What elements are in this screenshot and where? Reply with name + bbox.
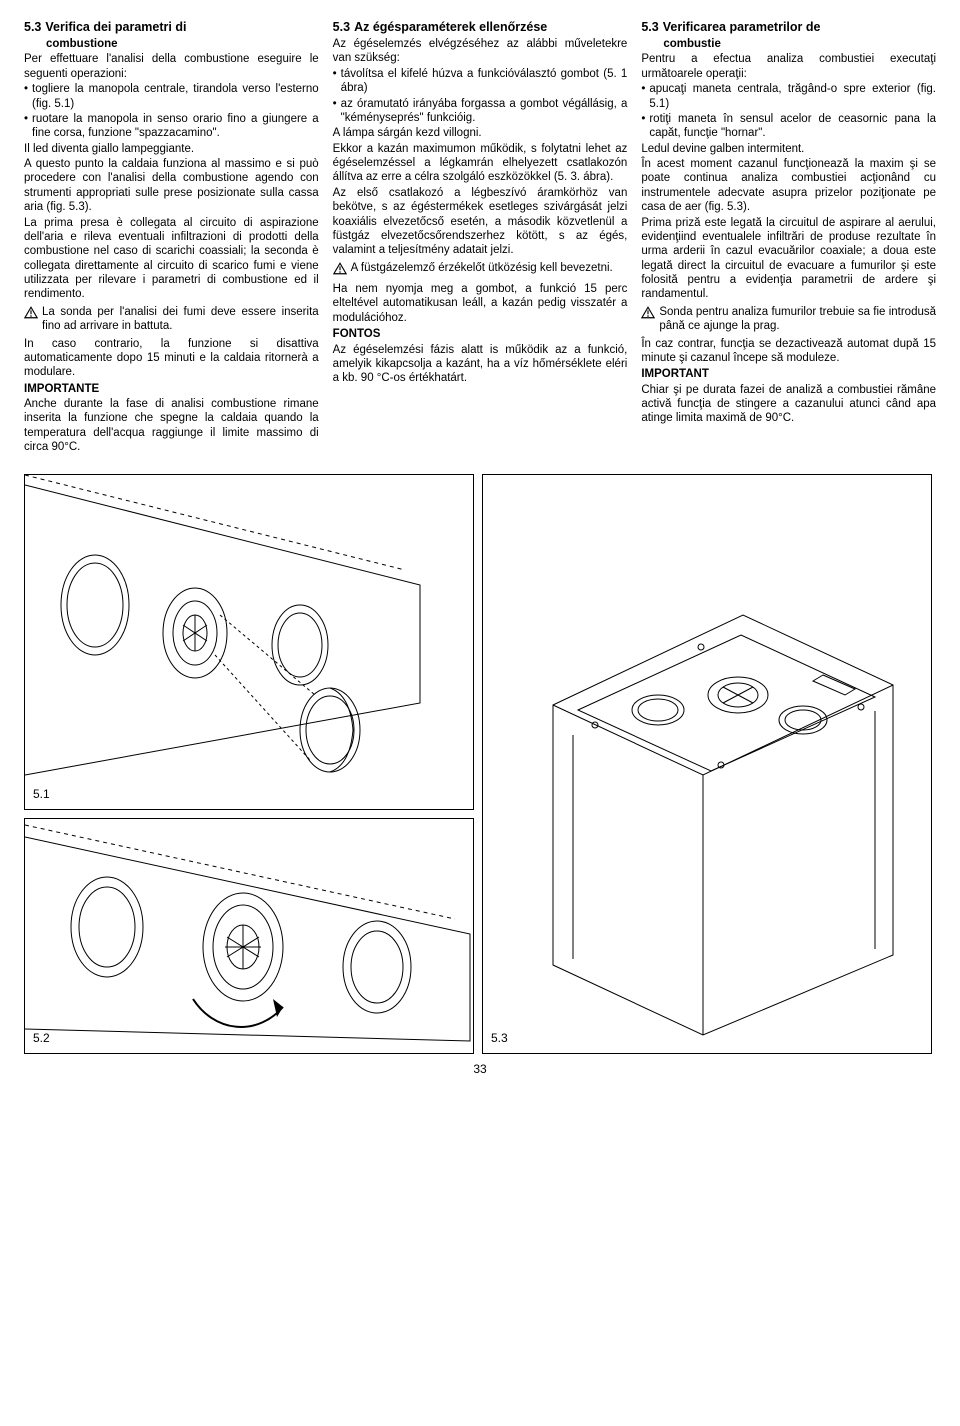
section-text: Az égésparaméterek ellenőrzése — [354, 20, 547, 35]
bullet-text: távolítsa el kifelé húzva a funkcióválas… — [341, 67, 628, 96]
warning-text: A füstgázelemző érzékelőt ütközésig kell… — [351, 261, 628, 279]
section-number: 5.3 — [333, 20, 350, 35]
bullet-text: ruotare la manopola in senso orario fino… — [32, 112, 319, 141]
figure-5-2-drawing — [25, 819, 475, 1055]
para: La prima presa è collegata al circuito d… — [24, 216, 319, 302]
warning-text: Sonda pentru analiza fumurilor trebuie s… — [659, 305, 936, 334]
bullet-item: • távolítsa el kifelé húzva a funkcióvál… — [333, 67, 628, 96]
para: În acest moment cazanul funcţionează la … — [641, 157, 936, 215]
warning-block: La sonda per l'analisi dei fumi deve ess… — [24, 305, 319, 334]
warning-icon — [24, 305, 42, 334]
para: Ekkor a kazán maximumon működik, s folyt… — [333, 142, 628, 185]
figure-5-1-drawing — [25, 475, 475, 811]
para: Ha nem nyomja meg a gombot, a funkció 15… — [333, 282, 628, 325]
para: In caso contrario, la funzione si disatt… — [24, 337, 319, 380]
section-text-l1: Verificarea parametrilor de — [663, 20, 821, 35]
section-number: 5.3 — [641, 20, 658, 35]
figure-5-3: 5.3 — [482, 474, 932, 1054]
figure-5-2: 5.2 — [24, 818, 474, 1054]
para: A lámpa sárgán kezd villogni. — [333, 126, 628, 140]
bullet-text: rotiţi maneta în sensul acelor de ceasor… — [649, 112, 936, 141]
section-text-l2: combustione — [24, 37, 319, 51]
figure-label: 5.3 — [491, 1031, 508, 1045]
bullet-dot: • — [641, 82, 649, 111]
important-label: FONTOS — [333, 327, 628, 341]
para: Az égéselemzés elvégzéséhez az alábbi mű… — [333, 37, 628, 66]
para: Ledul devine galben intermitent. — [641, 142, 936, 156]
important-label: IMPORTANTE — [24, 382, 319, 396]
important-text: Anche durante la fase di analisi combust… — [24, 397, 319, 455]
section-title-ro: 5.3 Verificarea parametrilor de — [641, 20, 936, 35]
para: Prima priză este legată la circuitul de … — [641, 216, 936, 302]
warning-icon — [641, 305, 659, 334]
bullet-item: • az óramutató irányába forgassa a gombo… — [333, 97, 628, 126]
important-text: Az égéselemzési fázis alatt is működik a… — [333, 343, 628, 386]
warning-block: Sonda pentru analiza fumurilor trebuie s… — [641, 305, 936, 334]
para: A questo punto la caldaia funziona al ma… — [24, 157, 319, 215]
bullet-item: • ruotare la manopola in senso orario fi… — [24, 112, 319, 141]
bullet-text: apucaţi maneta centrala, trăgând-o spre … — [649, 82, 936, 111]
warning-block: A füstgázelemző érzékelőt ütközésig kell… — [333, 261, 628, 279]
bullet-text: togliere la manopola centrale, tirandola… — [32, 82, 319, 111]
figure-5-1: 5.1 — [24, 474, 474, 810]
column-hungarian: 5.3 Az égésparaméterek ellenőrzése Az ég… — [333, 20, 628, 456]
figure-label: 5.1 — [33, 787, 50, 801]
section-text-l2: combustie — [641, 37, 936, 51]
bullet-dot: • — [333, 67, 341, 96]
text-columns: 5.3 Verifica dei parametri di combustion… — [24, 20, 936, 456]
important-label: IMPORTANT — [641, 367, 936, 381]
bullet-dot: • — [641, 112, 649, 141]
section-number: 5.3 — [24, 20, 41, 35]
section-title-it: 5.3 Verifica dei parametri di — [24, 20, 319, 35]
bullet-dot: • — [333, 97, 341, 126]
bullet-item: • apucaţi maneta centrala, trăgând-o spr… — [641, 82, 936, 111]
para: Per effettuare l'analisi della combustio… — [24, 52, 319, 81]
bullet-item: • togliere la manopola centrale, tirando… — [24, 82, 319, 111]
figures-area: 5.1 — [24, 474, 936, 1054]
section-title-hu: 5.3 Az égésparaméterek ellenőrzése — [333, 20, 628, 35]
page-number: 33 — [24, 1062, 936, 1076]
para: Pentru a efectua analiza combustiei exec… — [641, 52, 936, 81]
para: Az első csatlakozó a légbeszívó áramkörh… — [333, 186, 628, 258]
important-text: Chiar şi pe durata fazei de analiză a co… — [641, 383, 936, 426]
figure-5-3-drawing — [483, 475, 933, 1055]
bullet-item: • rotiţi maneta în sensul acelor de ceas… — [641, 112, 936, 141]
warning-icon — [333, 261, 351, 279]
para: În caz contrar, funcţia se dezactivează … — [641, 337, 936, 366]
bullet-text: az óramutató irányába forgassa a gombot … — [341, 97, 628, 126]
para: Il led diventa giallo lampeggiante. — [24, 142, 319, 156]
warning-text: La sonda per l'analisi dei fumi deve ess… — [42, 305, 319, 334]
column-romanian: 5.3 Verificarea parametrilor de combusti… — [641, 20, 936, 456]
section-text-l1: Verifica dei parametri di — [45, 20, 186, 35]
bullet-dot: • — [24, 112, 32, 141]
figure-label: 5.2 — [33, 1031, 50, 1045]
bullet-dot: • — [24, 82, 32, 111]
column-italian: 5.3 Verifica dei parametri di combustion… — [24, 20, 319, 456]
